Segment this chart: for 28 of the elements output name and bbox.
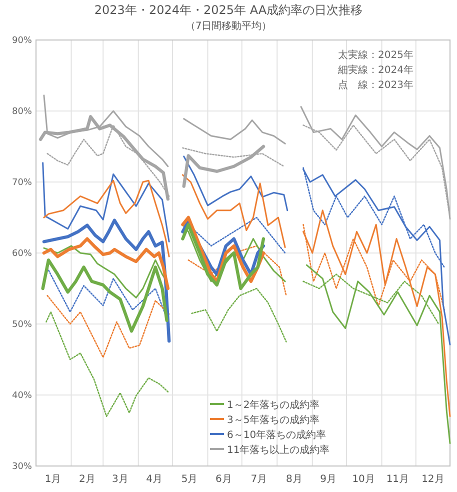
legend-label: 1～2年落ちの成約率 xyxy=(227,399,320,411)
x-tick-label: 12月 xyxy=(422,474,444,485)
legend-label: 6～10年落ちの成約率 xyxy=(227,429,326,441)
x-tick-label: 10月 xyxy=(352,474,375,485)
y-tick-label: 50% xyxy=(12,320,32,330)
x-tick-label: 8月 xyxy=(286,474,302,485)
annotation: 太実線：2025年 xyxy=(338,49,414,61)
x-tick-label: 11月 xyxy=(386,474,410,485)
y-tick-label: 90% xyxy=(12,36,32,46)
y-tick-label: 40% xyxy=(12,391,32,401)
y-tick-label: 60% xyxy=(12,249,32,259)
x-tick-label: 2月 xyxy=(78,474,96,485)
x-tick-label: 7月 xyxy=(250,474,268,485)
y-tick-label: 30% xyxy=(12,462,32,472)
y-tick-label: 80% xyxy=(12,107,32,117)
x-tick-label: 5月 xyxy=(181,474,198,485)
x-tick-label: 3月 xyxy=(112,474,128,485)
x-tick-label: 6月 xyxy=(215,474,232,485)
legend-label: 11年落ち以上の成約率 xyxy=(227,444,330,456)
annotation: 点 線：2023年 xyxy=(338,79,414,91)
chart-title: 2023年・2024年・2025年 AA成約率の日次推移 xyxy=(94,3,363,17)
x-tick-label: 4月 xyxy=(146,474,162,485)
x-tick-label: 9月 xyxy=(320,474,336,485)
chart-subtitle: （7日間移動平均） xyxy=(185,20,272,32)
y-tick-label: 70% xyxy=(12,178,32,188)
x-tick-label: 1月 xyxy=(44,474,62,485)
legend-label: 3～5年落ちの成約率 xyxy=(227,414,320,426)
annotation: 細実線：2024年 xyxy=(337,64,414,76)
